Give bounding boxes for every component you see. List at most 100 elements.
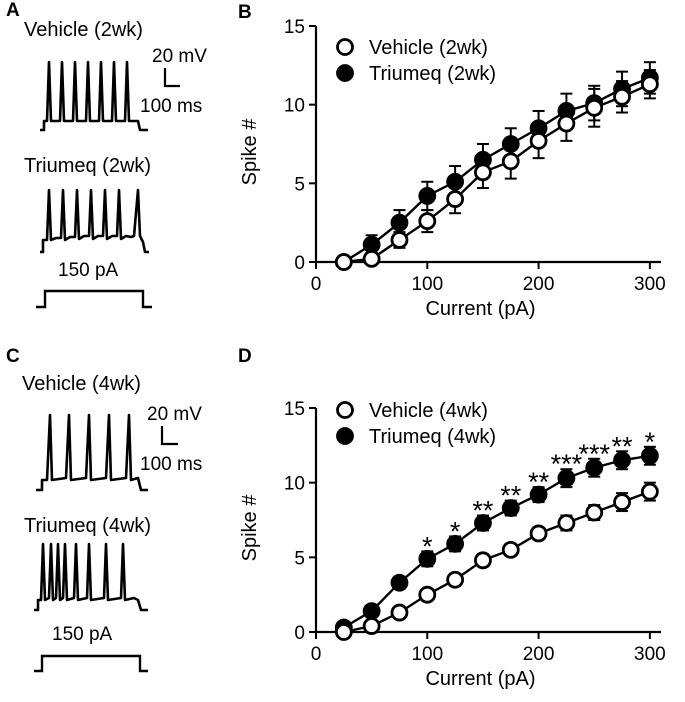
chart-d-triumeq-point <box>501 499 520 517</box>
chart-d-vehicle-point <box>557 514 576 532</box>
chart-d-triumeq-line <box>343 454 651 629</box>
chart-d-significance-label: * <box>645 427 656 457</box>
chart-b-ytick-label: 5 <box>294 174 305 195</box>
chart-d-vehicle-point <box>418 585 437 604</box>
chart-b-xtick-label: 0 <box>311 274 322 295</box>
chart-d-legend-vehicle-marker <box>336 401 354 419</box>
chart-b-ylabel: Spike # <box>239 118 261 186</box>
chart-d-significance-label: ** <box>612 431 634 461</box>
panel-a-scale-time: 100 ms <box>140 96 202 117</box>
chart-b-vehicle-point <box>501 152 520 171</box>
chart-b-legend-vehicle-marker <box>336 38 354 56</box>
chart-d-vehicle-point <box>640 482 659 501</box>
chart-d-vehicle-point <box>585 503 604 522</box>
chart-d-ytick-label: 15 <box>284 399 305 420</box>
chart-d-triumeq-point <box>585 458 604 477</box>
panel-c-scalebar: 20 mV 100 ms <box>140 404 202 475</box>
panel-d-letter: D <box>238 346 252 367</box>
chart-d-vehicle-point <box>501 540 520 559</box>
chart-d-legend-triumeq-marker <box>336 427 354 445</box>
chart-d-xtick-label: 300 <box>634 644 666 665</box>
chart-d-ytick-label: 0 <box>294 623 305 644</box>
chart-b-vehicle-point <box>529 131 548 150</box>
chart-d-significance-label: *** <box>551 449 583 479</box>
panel-a-letter: A <box>6 0 20 21</box>
chart-b-vehicle-line <box>343 83 651 264</box>
chart-b-legend-triumeq-marker <box>336 64 354 82</box>
chart-d-triumeq-point <box>446 534 465 553</box>
chart-d-triumeq-point <box>529 485 548 504</box>
chart-d-legend-vehicle-label: Vehicle (4wk) <box>369 400 488 422</box>
panel-c-trace2 <box>34 542 148 612</box>
panel-c-trace1-label: Vehicle (4wk) <box>22 373 141 395</box>
chart-d-xtick-label: 0 <box>311 644 322 665</box>
chart-b-xtick-label: 300 <box>634 274 666 295</box>
chart-d-triumeq-point <box>390 573 409 592</box>
chart-b-vehicle-point <box>390 231 409 249</box>
chart-d-vehicle-point <box>529 524 548 543</box>
chart-d-triumeq-point <box>613 451 631 470</box>
chart-d-significance-label: * <box>422 531 433 561</box>
chart-b-vehicle-point <box>418 212 437 230</box>
chart-d-vehicle-point <box>446 570 465 589</box>
chart-d-significance-label: ** <box>528 467 550 497</box>
panel-a-trace2-label: Triumeq (2wk) <box>24 155 151 177</box>
chart-d-triumeq-point <box>418 549 437 568</box>
panel-c-stim <box>34 654 148 673</box>
chart-b-vehicle-point <box>613 87 631 106</box>
chart-d-vehicle-point <box>334 623 353 641</box>
chart-b-legend-triumeq-label: Triumeq (2wk) <box>369 63 496 85</box>
panel-c-scale-time: 100 ms <box>140 454 202 475</box>
chart-b-triumeq-point <box>390 213 409 232</box>
chart-b-xtick-label: 100 <box>411 274 443 295</box>
chart-d-vehicle-line <box>343 490 651 634</box>
chart-d-xtick-label: 200 <box>523 644 555 665</box>
panel-c-stim-label: 150 pA <box>52 624 113 645</box>
chart-b-ytick-label: 10 <box>284 96 305 117</box>
chart-d-significance-label: * <box>450 516 461 546</box>
panel-a-trace2 <box>40 188 149 254</box>
chart-b-vehicle-point <box>585 98 604 117</box>
chart-d-xtick-label: 100 <box>411 644 443 665</box>
chart-d-significance-label: *** <box>578 439 610 469</box>
panel-a-scale-voltage: 20 mV <box>152 46 207 67</box>
chart-b-xtick-label: 200 <box>523 274 555 295</box>
chart-d-vehicle-point <box>390 603 409 622</box>
panel-a-stim-label: 150 pA <box>58 260 119 281</box>
chart-b-vehicle-point <box>474 163 492 182</box>
chart-d-vehicle-point <box>362 617 381 635</box>
chart-d-ytick-label: 5 <box>294 548 305 569</box>
chart-b-xlabel: Current (pA) <box>425 298 535 320</box>
panel-c-scale-voltage: 20 mV <box>147 404 202 425</box>
chart-d-triumeq-point <box>640 446 659 465</box>
chart-d-significance-label: ** <box>500 481 522 511</box>
panel-c-trace2-label: Triumeq (4wk) <box>24 515 151 537</box>
chart-d-significance-label: ** <box>472 496 494 526</box>
panel-c-trace1 <box>36 413 148 492</box>
chart-b-vehicle-point <box>362 249 381 268</box>
chart-b-vehicle-point <box>640 75 659 94</box>
chart-d-vehicle-point <box>474 551 492 570</box>
chart-b-triumeq-line <box>343 76 651 264</box>
panel-a-stim <box>36 289 152 309</box>
chart-d-triumeq-point <box>362 602 381 620</box>
chart-d-vehicle-point <box>613 493 631 511</box>
chart-b: B 0 5 10 15 0 100 200 300 Vehicle (2wk) Triumeq … <box>238 2 666 320</box>
chart-b-vehicle-point <box>446 190 465 208</box>
chart-d-triumeq-point <box>557 469 576 488</box>
chart-d-ytick-label: 10 <box>284 474 305 495</box>
panel-c: C Vehicle (4wk) 20 mV 100 ms Triumeq (4w… <box>6 346 202 673</box>
chart-b-vehicle-point <box>334 253 353 271</box>
panel-a-trace1 <box>40 60 148 132</box>
chart-b-legend-vehicle-label: Vehicle (2wk) <box>369 37 488 59</box>
chart-d-triumeq-point <box>474 514 492 532</box>
chart-b-triumeq-point <box>418 187 437 205</box>
chart-d-xlabel: Current (pA) <box>425 668 535 690</box>
chart-d-legend-triumeq-label: Triumeq (4wk) <box>369 426 496 448</box>
chart-b-vehicle-point <box>557 114 576 133</box>
panel-c-letter: C <box>6 346 20 367</box>
panel-b-letter: B <box>238 2 252 23</box>
panel-a-trace1-label: Vehicle (2wk) <box>24 19 143 41</box>
